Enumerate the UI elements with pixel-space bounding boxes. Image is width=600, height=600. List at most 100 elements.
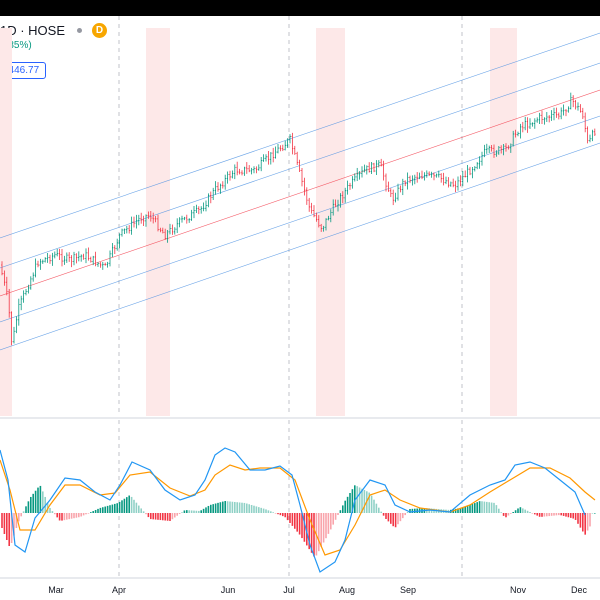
signal-line <box>0 459 596 556</box>
x-tick-label: Nov <box>510 585 527 595</box>
macd-histogram-bar <box>519 507 522 513</box>
macd-histogram-bar <box>289 513 291 523</box>
x-tick-label: Sep <box>400 585 416 595</box>
macd-histogram-bar <box>538 513 541 517</box>
eye-icon[interactable] <box>77 27 83 33</box>
macd-histogram-bar <box>80 513 82 517</box>
macd-histogram-bar <box>325 513 327 539</box>
macd-histogram-bar <box>567 513 570 518</box>
macd-histogram-bar <box>529 512 531 513</box>
macd-histogram-bar <box>243 502 246 513</box>
macd-histogram-bar <box>589 513 591 527</box>
macd-histogram-bar <box>262 508 265 513</box>
macd-histogram-bar <box>543 513 546 517</box>
macd-histogram-bar <box>126 497 128 513</box>
macd-histogram-bar <box>70 513 73 519</box>
macd-histogram-bar <box>510 513 512 514</box>
symbol-label[interactable]: 1D · HOSE <box>0 22 66 38</box>
macd-histogram-bar <box>274 513 277 514</box>
macd-histogram-bar <box>488 502 490 513</box>
macd-histogram-bar <box>406 512 409 513</box>
macd-histogram-bar <box>258 507 260 513</box>
macd-histogram-bar <box>181 512 183 513</box>
macd-histogram-bar <box>238 502 241 513</box>
macd-histogram-bar <box>548 513 550 517</box>
chart-legend: 1D · HOSE D <box>0 18 108 42</box>
data-badge[interactable]: D <box>92 22 108 38</box>
macd-histogram-bar <box>320 513 322 547</box>
macd-histogram-bar <box>58 513 61 521</box>
macd-histogram-bar <box>344 500 346 513</box>
macd-histogram-bar <box>577 513 579 524</box>
macd-histogram-bar <box>123 498 126 513</box>
macd-histogram-bar <box>591 513 594 514</box>
macd-histogram-bar <box>478 501 481 513</box>
macd-histogram-bar <box>195 510 198 513</box>
macd-histogram-bar <box>486 501 488 513</box>
macd-histogram-bar <box>147 513 150 518</box>
macd-histogram-bar <box>54 513 56 515</box>
macd-histogram-bar <box>555 513 558 516</box>
macd-histogram-bar <box>176 513 178 516</box>
macd-histogram-bar <box>10 513 13 543</box>
macd-histogram-bar <box>214 503 217 513</box>
macd-histogram-bar <box>277 513 279 515</box>
macd-histogram-bar <box>481 501 483 513</box>
macd-histogram-bar <box>186 510 188 513</box>
macd-histogram-bar <box>291 513 294 526</box>
macd-histogram-bar <box>375 503 378 513</box>
macd-histogram-bar <box>142 511 145 513</box>
macd-histogram-bar <box>397 513 399 525</box>
macd-histogram-bar <box>536 513 538 516</box>
macd-histogram-bar <box>138 505 140 513</box>
macd-histogram-bar <box>476 502 478 513</box>
macd-histogram-bar <box>104 506 106 513</box>
macd-histogram-bar <box>390 513 392 524</box>
macd-histogram-bar <box>226 501 229 513</box>
macd-histogram-bar <box>339 510 342 513</box>
macd-histogram-bar <box>188 510 190 513</box>
x-tick-label: Dec <box>571 585 588 595</box>
channel-line <box>0 115 600 323</box>
macd-histogram-bar <box>286 513 289 521</box>
macd-histogram-bar <box>346 496 349 513</box>
macd-histogram-bar <box>241 502 243 513</box>
macd-histogram-bar <box>267 510 270 513</box>
macd-histogram-bar <box>32 493 34 513</box>
macd-histogram-bar <box>342 505 344 513</box>
macd-histogram-bar <box>205 507 207 513</box>
macd-histogram-bar <box>253 505 255 513</box>
macd-histogram-bar <box>61 513 63 521</box>
macd-histogram-bar <box>541 513 543 517</box>
x-tick-label: Jul <box>283 585 295 595</box>
macd-histogram-bar <box>164 513 166 521</box>
macd-histogram-bar <box>534 513 536 515</box>
macd-histogram-bar <box>190 510 193 513</box>
macd-histogram-bar <box>118 501 121 513</box>
macd-line <box>0 447 586 573</box>
macd-histogram-bar <box>224 501 226 513</box>
x-tick-label: Aug <box>339 585 355 595</box>
macd-histogram-bar <box>272 512 274 513</box>
macd-histogram-bar <box>517 508 519 513</box>
macd-histogram-bar <box>198 510 200 513</box>
macd-histogram-bar <box>370 495 373 513</box>
macd-histogram-bar <box>200 510 202 513</box>
macd-histogram-bar <box>265 509 267 513</box>
macd-histogram-bar <box>498 508 500 513</box>
macd-histogram-bar <box>570 513 572 518</box>
macd-histogram-bar <box>298 513 301 535</box>
macd-histogram-bar <box>361 488 363 513</box>
macd-histogram-bar <box>296 513 298 532</box>
macd-histogram-bar <box>39 485 42 513</box>
macd-histogram-bar <box>514 510 517 513</box>
macd-histogram-bar <box>250 504 253 513</box>
channel-line <box>0 89 600 297</box>
channel-line <box>0 142 600 351</box>
macd-histogram-bar <box>150 513 152 520</box>
macd-histogram-bar <box>116 503 118 513</box>
macd-histogram-bar <box>558 513 560 516</box>
macd-histogram-bar <box>13 513 15 536</box>
macd-histogram-bar <box>166 513 169 521</box>
